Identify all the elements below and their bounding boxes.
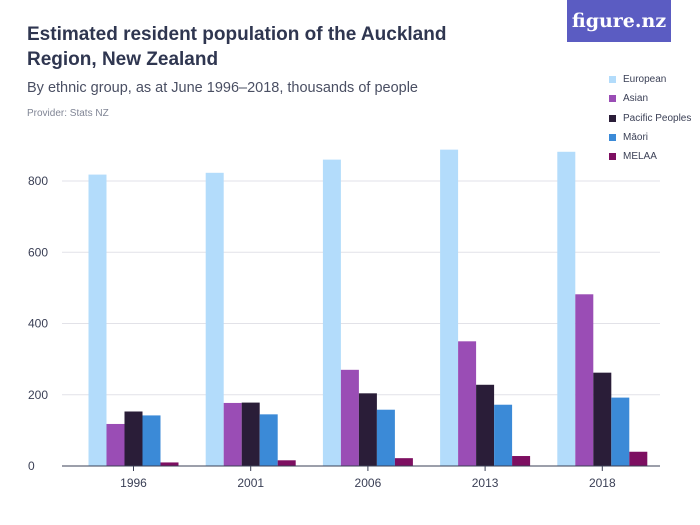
x-tick-label: 2006 bbox=[355, 476, 382, 490]
bar-melaa-2006 bbox=[394, 458, 413, 466]
chart-subtitle: By ethnic group, as at June 1996–2018, t… bbox=[27, 80, 418, 96]
legend-swatch bbox=[609, 134, 616, 142]
bar-melaa-1996 bbox=[160, 462, 179, 466]
legend-swatch bbox=[609, 114, 616, 122]
bar-asian-1996 bbox=[106, 423, 125, 466]
x-tick-label: 2013 bbox=[472, 476, 499, 490]
legend-label: Asian bbox=[623, 93, 649, 105]
bar-asian-2001 bbox=[223, 402, 242, 466]
legend-label: Pacific Peoples bbox=[623, 112, 692, 124]
bar-pacific-peoples-2001 bbox=[241, 402, 260, 466]
bar-european-2013 bbox=[440, 149, 459, 466]
bar-melaa-2001 bbox=[277, 460, 296, 466]
y-tick-label: 600 bbox=[28, 245, 48, 259]
bar-m-ori-2013 bbox=[494, 404, 513, 466]
bar-asian-2013 bbox=[458, 341, 477, 466]
legend-item: MELAA bbox=[609, 147, 691, 166]
legend-label: MELAA bbox=[623, 151, 657, 163]
bar-european-1996 bbox=[88, 174, 107, 466]
legend-swatch bbox=[609, 153, 616, 161]
bar-melaa-2018 bbox=[629, 451, 648, 466]
bar-european-2018 bbox=[557, 151, 576, 466]
y-tick-label: 0 bbox=[28, 459, 35, 473]
legend-item: European bbox=[609, 70, 691, 89]
chart-title: Estimated resident population of the Auc… bbox=[27, 24, 447, 70]
bar-pacific-peoples-2018 bbox=[593, 372, 612, 466]
x-tick-label: 2018 bbox=[589, 476, 616, 490]
bar-european-2006 bbox=[322, 159, 341, 466]
bar-m-ori-2001 bbox=[259, 414, 278, 466]
legend-label: Māori bbox=[623, 132, 649, 144]
legend-item: Asian bbox=[609, 89, 691, 108]
legend-label: European bbox=[623, 74, 667, 86]
legend-swatch bbox=[609, 95, 616, 103]
figure-nz-logo[interactable]: figure.nz bbox=[567, 0, 671, 42]
bar-pacific-peoples-1996 bbox=[124, 411, 143, 466]
bar-m-ori-2018 bbox=[611, 397, 630, 466]
y-tick-label: 800 bbox=[28, 174, 48, 188]
legend-item: Māori bbox=[609, 128, 691, 147]
bar-m-ori-2006 bbox=[376, 409, 395, 466]
chart-legend: European Asian Pacific Peoples Māori MELAA bbox=[609, 70, 691, 166]
x-tick-label: 2001 bbox=[237, 476, 264, 490]
bar-m-ori-1996 bbox=[142, 415, 161, 466]
data-provider: Provider: Stats NZ bbox=[27, 108, 109, 119]
y-tick-label: 400 bbox=[28, 317, 48, 331]
bar-pacific-peoples-2013 bbox=[476, 384, 495, 466]
legend-swatch bbox=[609, 76, 616, 84]
x-tick-label: 1996 bbox=[120, 476, 147, 490]
bar-european-2001 bbox=[205, 172, 224, 466]
legend-item: Pacific Peoples bbox=[609, 109, 691, 128]
bar-asian-2006 bbox=[340, 369, 359, 466]
bar-pacific-peoples-2006 bbox=[358, 393, 377, 466]
y-tick-label: 200 bbox=[28, 388, 48, 402]
bar-asian-2018 bbox=[575, 294, 594, 466]
bar-melaa-2013 bbox=[512, 456, 531, 466]
